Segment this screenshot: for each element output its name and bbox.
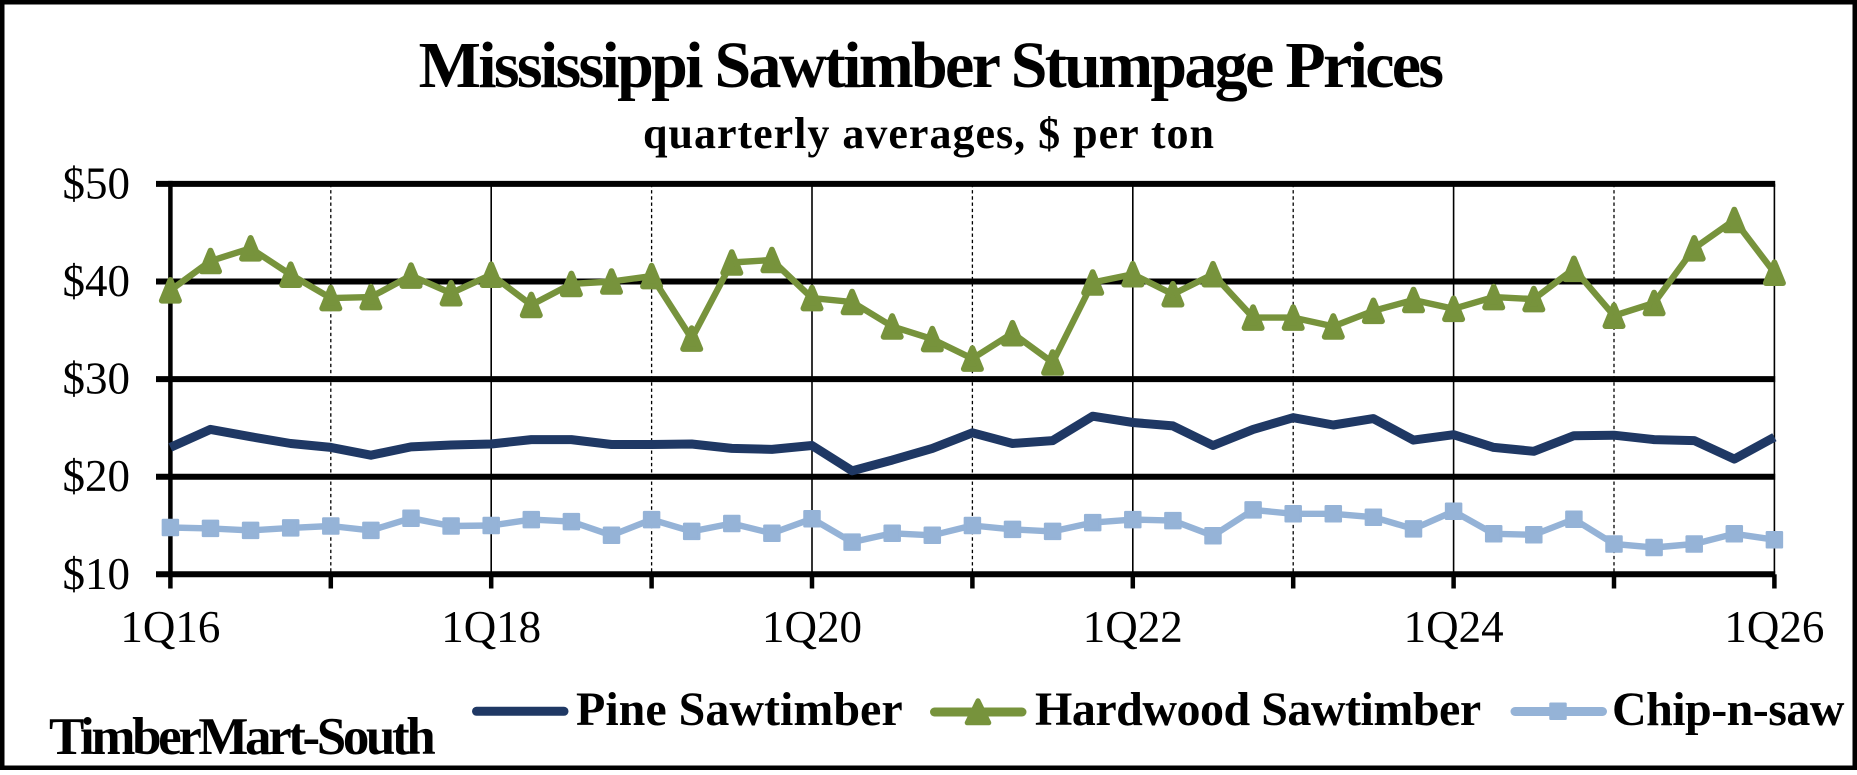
svg-text:1Q26: 1Q26 — [1724, 602, 1824, 652]
svg-text:Mississippi Sawtimber Stumpage: Mississippi Sawtimber Stumpage Prices — [419, 29, 1444, 102]
svg-text:$50: $50 — [63, 158, 131, 208]
svg-text:Chip-n-saw: Chip-n-saw — [1612, 683, 1845, 736]
svg-text:$30: $30 — [63, 354, 131, 404]
svg-text:1Q24: 1Q24 — [1404, 602, 1504, 652]
svg-text:1Q16: 1Q16 — [120, 602, 220, 652]
svg-text:quarterly averages, $ per ton: quarterly averages, $ per ton — [643, 109, 1215, 158]
svg-text:Pine Sawtimber: Pine Sawtimber — [576, 683, 903, 736]
svg-text:$40: $40 — [63, 256, 131, 306]
svg-text:1Q22: 1Q22 — [1083, 602, 1183, 652]
svg-text:Hardwood Sawtimber: Hardwood Sawtimber — [1035, 683, 1481, 736]
svg-text:$10: $10 — [63, 549, 131, 599]
svg-text:1Q18: 1Q18 — [441, 602, 541, 652]
svg-text:TimberMart-South: TimberMart-South — [49, 708, 435, 766]
svg-text:1Q20: 1Q20 — [762, 602, 862, 652]
svg-text:$20: $20 — [63, 451, 131, 501]
